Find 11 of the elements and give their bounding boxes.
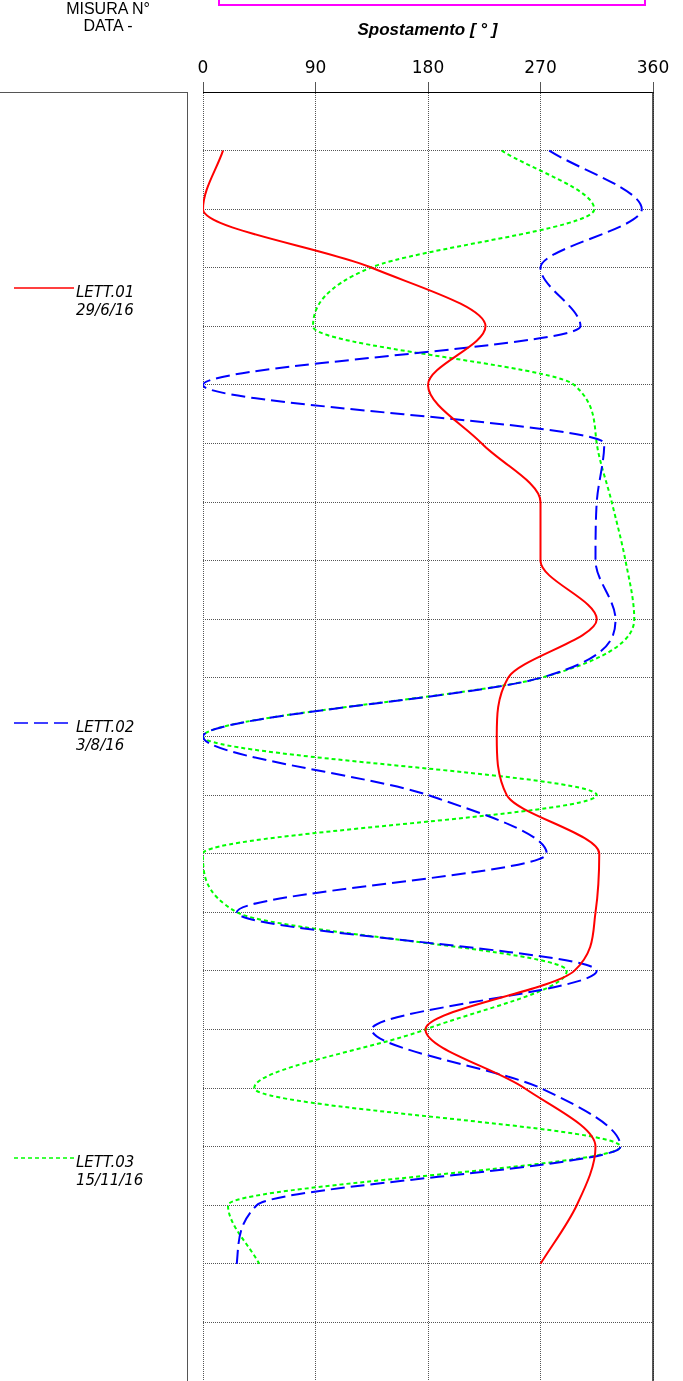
x-tick-label: 270: [524, 57, 557, 78]
legend-label: LETT.03 15/11/16: [76, 1153, 145, 1189]
legend-label: LETT.01 29/6/16: [76, 283, 136, 319]
legend-label: LETT.02 3/8/16: [76, 718, 136, 754]
x-tick-label: 90: [304, 57, 327, 78]
x-axis-title: Spostamento [ ° ]: [356, 20, 499, 40]
x-tick-label: 180: [411, 57, 445, 78]
x-tick-label: 360: [636, 57, 670, 78]
text: DATA -: [82, 17, 134, 34]
x-tick-label: 0: [197, 57, 209, 78]
text: MISURA N°: [65, 0, 151, 17]
